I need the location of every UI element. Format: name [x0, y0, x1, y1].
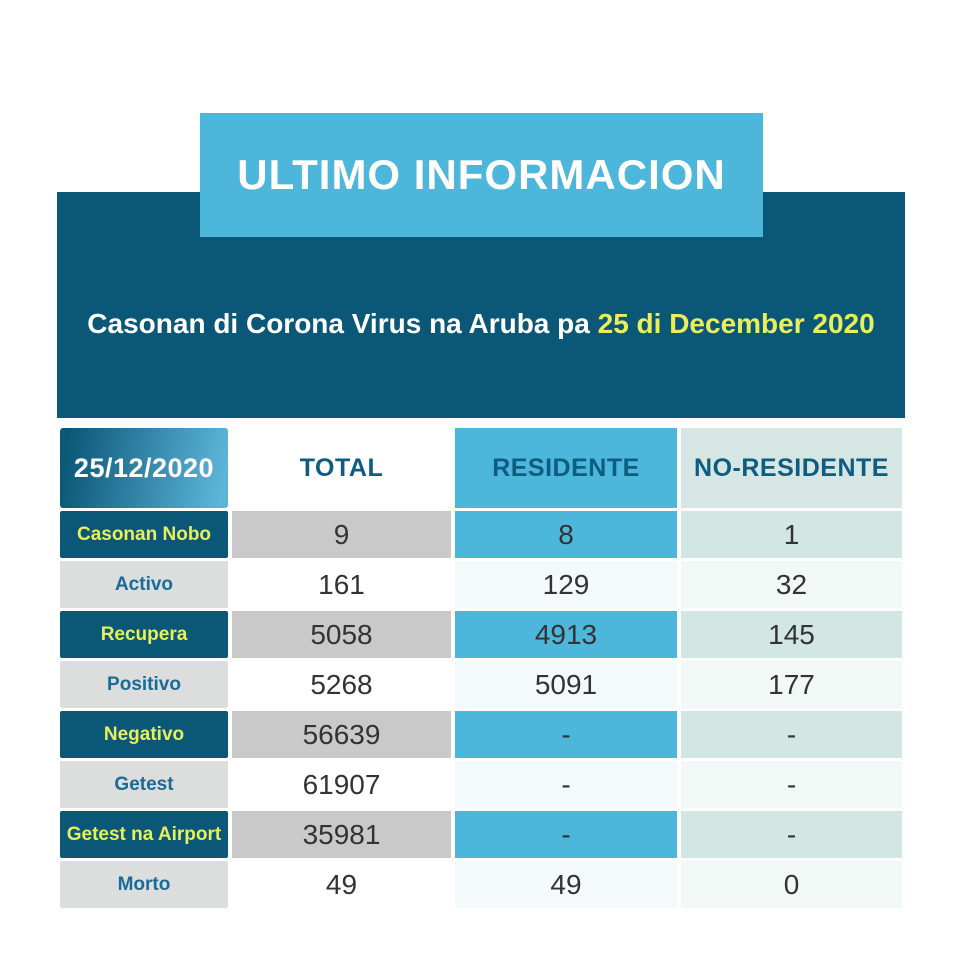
cell-negativo-no-residente: -	[681, 711, 902, 758]
table-header-date: 25/12/2020	[60, 428, 228, 508]
cell-morto-no-residente: 0	[681, 861, 902, 908]
cell-morto-total: 49	[232, 861, 451, 908]
cell-recupera-no-residente: 145	[681, 611, 902, 658]
row-label-negativo: Negativo	[60, 711, 228, 758]
cell-casonan-nobo-total: 9	[232, 511, 451, 558]
row-label-casonan-nobo: Casonan Nobo	[60, 511, 228, 558]
cell-activo-no-residente: 32	[681, 561, 902, 608]
row-label-activo: Activo	[60, 561, 228, 608]
row-label-getest: Getest	[60, 761, 228, 808]
cell-getest-no-residente: -	[681, 761, 902, 808]
cell-getest-na-airport-residente: -	[455, 811, 677, 858]
cell-getest-na-airport-total: 35981	[232, 811, 451, 858]
cell-casonan-nobo-residente: 8	[455, 511, 677, 558]
cell-recupera-residente: 4913	[455, 611, 677, 658]
cell-getest-residente: -	[455, 761, 677, 808]
subtitle-line: Casonan di Corona Virus na Aruba pa 25 d…	[57, 308, 905, 340]
cell-getest-total: 61907	[232, 761, 451, 808]
table-header-no-residente: NO-RESIDENTE	[681, 428, 902, 508]
cell-morto-residente: 49	[455, 861, 677, 908]
cell-negativo-residente: -	[455, 711, 677, 758]
table-header-total: TOTAL	[232, 428, 451, 508]
cell-activo-total: 161	[232, 561, 451, 608]
table-header-residente: RESIDENTE	[455, 428, 677, 508]
cell-negativo-total: 56639	[232, 711, 451, 758]
row-label-positivo: Positivo	[60, 661, 228, 708]
cell-casonan-nobo-no-residente: 1	[681, 511, 902, 558]
row-label-recupera: Recupera	[60, 611, 228, 658]
cell-activo-residente: 129	[455, 561, 677, 608]
stats-table: 25/12/2020 TOTAL RESIDENTE NO-RESIDENTE …	[60, 428, 902, 908]
cell-positivo-residente: 5091	[455, 661, 677, 708]
subtitle-text: Casonan di Corona Virus na Aruba pa	[87, 308, 598, 339]
cell-recupera-total: 5058	[232, 611, 451, 658]
cell-getest-na-airport-no-residente: -	[681, 811, 902, 858]
row-label-morto: Morto	[60, 861, 228, 908]
page-title: ULTIMO INFORMACION	[237, 151, 726, 198]
title-box: ULTIMO INFORMACION	[200, 113, 763, 237]
cell-positivo-total: 5268	[232, 661, 451, 708]
row-label-getest-na-airport: Getest na Airport	[60, 811, 228, 858]
cell-positivo-no-residente: 177	[681, 661, 902, 708]
subtitle-date: 25 di December 2020	[597, 308, 875, 339]
